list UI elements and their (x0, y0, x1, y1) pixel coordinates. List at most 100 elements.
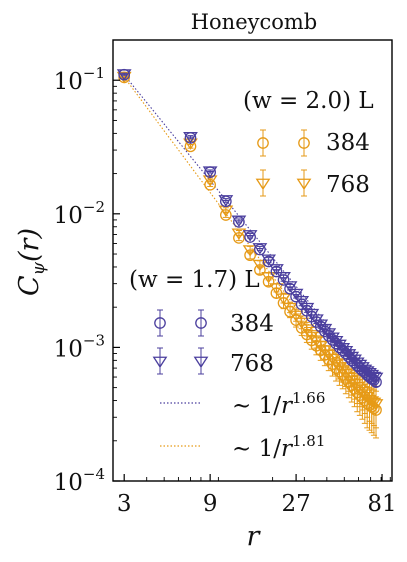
legend-orange-384-marker (257, 129, 310, 157)
data-point (294, 295, 310, 308)
data-point (364, 396, 380, 408)
legend-fit-orange-exponent: 1.81 (292, 432, 325, 450)
legend-orange-768-label: 768 (326, 172, 370, 198)
data-point (244, 231, 256, 243)
y-tick-label-exponent: −4 (83, 465, 105, 483)
legend-blue-384-marker (154, 309, 207, 337)
legend-marker (257, 137, 269, 149)
data-point (284, 282, 296, 295)
data-markers (116, 68, 384, 439)
y-tick-label-base: 10 (54, 470, 83, 496)
data-point (299, 302, 315, 315)
data-point (202, 166, 218, 178)
data-point (231, 215, 247, 228)
data-point (252, 259, 268, 272)
error-bar (121, 72, 128, 75)
error-bar (207, 169, 214, 173)
y-tick-label: 10−2 (54, 198, 105, 229)
legend-marker (296, 178, 312, 191)
data-point (231, 228, 247, 240)
y-tick-label-exponent: −2 (83, 198, 105, 216)
chart-title: Honeycomb (191, 10, 318, 34)
legend-fit-orange-label: ∼ 1/r1.81 (232, 432, 325, 462)
legend-fit-blue-label: ∼ 1/r1.66 (232, 389, 325, 419)
y-tick-label-exponent: −3 (83, 331, 105, 349)
error-bar (235, 218, 242, 222)
legend-marker (193, 356, 209, 369)
y-axis-label-subscript: ψ (29, 261, 49, 275)
x-tick-label: 3 (117, 491, 132, 517)
series-w17-384 (118, 68, 382, 388)
error-bar (303, 305, 310, 310)
error-bar (298, 298, 305, 303)
legend-sample (257, 129, 269, 157)
fit-line-orange (123, 76, 378, 417)
legend-blue-768-marker (152, 347, 209, 375)
data-point (368, 372, 384, 385)
legend-sample (298, 129, 310, 157)
legend-orange-title: (w = 2.0) L (243, 88, 374, 114)
x-tick-label: 81 (367, 491, 396, 517)
legend-fit-orange-base: r (281, 436, 294, 462)
data-point (269, 283, 284, 295)
plot-frame (112, 39, 393, 482)
error-bar (273, 266, 280, 271)
data-point (252, 243, 268, 255)
legend-sample (255, 169, 271, 197)
legend-fit-blue-exponent: 1.66 (292, 389, 325, 407)
y-axis-label-arg: (r) (14, 228, 45, 262)
legend-fit-orange-prefix: ∼ 1/ (232, 436, 281, 462)
error-bar (256, 245, 263, 249)
legend-sample (154, 309, 166, 337)
x-tick-label: 27 (281, 491, 310, 517)
data-point (218, 195, 234, 207)
data-point (183, 131, 198, 144)
legend-marker (154, 317, 166, 329)
error-bar (222, 198, 229, 201)
data-point (321, 349, 337, 362)
data-point (276, 272, 291, 284)
legend-fit-blue-base: r (281, 393, 294, 419)
legend-orange-768-marker (255, 169, 312, 197)
data-point (116, 71, 132, 84)
data-point (116, 69, 132, 81)
data-point (282, 281, 298, 293)
data-point (276, 293, 291, 305)
error-bar (293, 291, 300, 295)
legend-marker (255, 178, 271, 191)
error-bar (247, 233, 254, 237)
legend-orange-384-label: 384 (326, 130, 370, 156)
data-point (368, 399, 384, 411)
y-tick-label-exponent: −1 (83, 64, 105, 82)
error-bar (287, 283, 294, 288)
legend-sample (193, 347, 209, 375)
x-tick-label: 9 (203, 491, 218, 517)
legend-marker (195, 317, 207, 329)
series-w17-768 (116, 69, 384, 385)
y-tick-label-base: 10 (54, 203, 83, 229)
data-point (242, 245, 258, 257)
data-point (242, 230, 258, 242)
data-point (269, 264, 284, 276)
legend-blue-768-label: 768 (230, 351, 274, 377)
legend-sample (152, 347, 168, 375)
data-point (299, 324, 315, 336)
data-point (366, 397, 382, 410)
y-tick-label: 10−4 (54, 465, 105, 496)
x-axis-label: r (247, 521, 262, 552)
data-point (294, 317, 310, 330)
data-point (262, 255, 275, 268)
legend-marker (298, 137, 310, 149)
error-bar (187, 135, 194, 138)
data-point (261, 254, 276, 266)
error-bar (265, 257, 272, 261)
legend-blue-title: (w = 1.7) L (129, 267, 260, 293)
legend-sample (195, 309, 207, 337)
legend-blue-384-label: 384 (230, 311, 274, 337)
data-point (270, 265, 283, 278)
data-point (288, 288, 304, 301)
data-point (277, 274, 290, 286)
data-point (366, 371, 382, 384)
error-bar (280, 274, 287, 279)
